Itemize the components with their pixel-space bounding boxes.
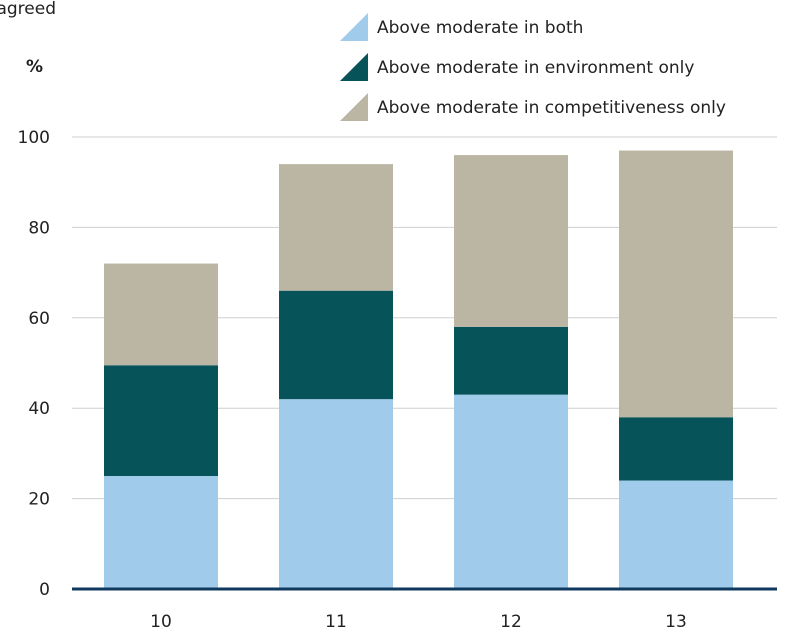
y-tick-label: 40 <box>28 399 50 419</box>
bar-segment <box>454 326 568 395</box>
legend-label: Above moderate in competitiveness only <box>377 98 726 118</box>
legend-swatch-icon <box>340 93 368 121</box>
y-tick-label: 20 <box>28 490 50 510</box>
bar-segment <box>279 399 393 589</box>
x-axis-ticks: 10 11 12 13 <box>150 612 687 632</box>
x-tick-label: 11 <box>325 612 347 632</box>
y-axis-ticks: 0 20 40 60 80 100 <box>18 128 50 600</box>
bar-segment <box>104 365 218 476</box>
bar-segment <box>619 480 733 589</box>
legend: Above moderate in both Above moderate in … <box>340 13 726 121</box>
x-tick-label: 12 <box>500 612 522 632</box>
y-axis-unit-label: % <box>26 57 43 77</box>
bar-segment <box>619 417 733 481</box>
bar-segment <box>619 150 733 418</box>
bar-segment <box>454 155 568 327</box>
x-tick-label: 13 <box>665 612 687 632</box>
legend-label: Above moderate in environment only <box>377 58 694 78</box>
legend-swatch-icon <box>340 53 368 81</box>
chart-title-fragment: agreed <box>0 0 56 19</box>
bar-segment <box>104 263 218 366</box>
bar-segment <box>279 164 393 291</box>
bar-segment <box>279 290 393 400</box>
y-tick-label: 80 <box>28 218 50 238</box>
bars <box>104 150 733 589</box>
y-tick-label: 0 <box>39 580 50 600</box>
bar-segment <box>104 476 218 589</box>
x-tick-label: 10 <box>150 612 172 632</box>
legend-swatch-icon <box>340 13 368 41</box>
y-tick-label: 100 <box>18 128 50 148</box>
y-tick-label: 60 <box>28 309 50 329</box>
legend-label: Above moderate in both <box>377 18 583 38</box>
bar-segment <box>454 394 568 589</box>
